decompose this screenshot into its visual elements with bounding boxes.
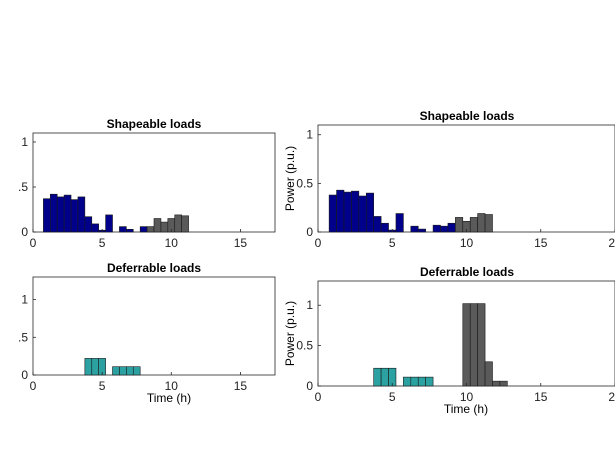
x-tick-label: 10 bbox=[165, 379, 179, 393]
x-tick-label: 0 bbox=[30, 379, 37, 393]
bar bbox=[373, 216, 382, 233]
bar bbox=[105, 214, 113, 233]
bar bbox=[49, 193, 58, 233]
y-tick-label: 0 bbox=[21, 225, 28, 239]
bar bbox=[425, 376, 434, 387]
x-tick-label: 5 bbox=[99, 379, 106, 393]
bar bbox=[126, 229, 134, 233]
bar bbox=[351, 190, 360, 233]
y-tick-label: 0 bbox=[306, 379, 313, 393]
bar bbox=[56, 196, 65, 233]
bar bbox=[410, 376, 419, 387]
x-axis-label: Time (h) bbox=[444, 402, 488, 416]
y-tick-label: 1 bbox=[306, 298, 313, 312]
bar bbox=[91, 223, 99, 233]
chart-left-bottom: 0 5 10 15 0 .5 1 Deferrable loads Time (h) bbox=[18, 261, 276, 405]
bar bbox=[63, 194, 72, 233]
x-tick-label: 0 bbox=[315, 390, 322, 404]
bar bbox=[380, 222, 389, 233]
bar bbox=[499, 380, 508, 387]
bar bbox=[477, 213, 486, 233]
bar bbox=[462, 303, 471, 387]
bar bbox=[181, 215, 189, 233]
bar bbox=[417, 376, 426, 387]
chart-title: Shapeable loads bbox=[107, 117, 202, 131]
bar bbox=[417, 228, 426, 233]
bar bbox=[112, 366, 120, 376]
bar bbox=[492, 380, 501, 387]
y-tick-label: 0.5 bbox=[296, 176, 313, 190]
x-tick-label: 5 bbox=[389, 390, 396, 404]
x-tick-label: 10 bbox=[460, 390, 474, 404]
bar bbox=[119, 226, 127, 233]
axes-box bbox=[32, 276, 276, 376]
bar bbox=[119, 366, 127, 376]
bar bbox=[132, 366, 141, 376]
bar bbox=[126, 366, 134, 376]
x-tick-label: 20 bbox=[608, 236, 615, 250]
bar bbox=[477, 303, 486, 387]
bar bbox=[43, 198, 51, 233]
bar bbox=[455, 217, 464, 233]
x-tick-label: 5 bbox=[389, 236, 396, 250]
bar bbox=[160, 221, 169, 233]
x-tick-label: 10 bbox=[165, 236, 179, 250]
x-axis-label: Time (h) bbox=[147, 391, 191, 405]
y-tick-label: 0 bbox=[21, 368, 28, 382]
chart-title: Deferrable loads bbox=[107, 261, 201, 275]
y-axis-label: Power (p.u.) bbox=[283, 301, 297, 366]
chart-right-top: 0 5 10 15 20 0 0.5 1 Shapeable loads Power (p.u.) bbox=[283, 109, 615, 250]
x-tick-label: 5 bbox=[99, 236, 106, 250]
bar bbox=[469, 303, 478, 387]
y-tick-label: 0.5 bbox=[296, 339, 313, 353]
bar bbox=[153, 218, 162, 233]
x-tick-label: 10 bbox=[460, 236, 474, 250]
bar bbox=[395, 213, 404, 233]
bar bbox=[484, 214, 493, 233]
bar bbox=[440, 225, 449, 233]
bar bbox=[146, 226, 155, 233]
bar bbox=[447, 222, 456, 233]
bar bbox=[174, 214, 182, 233]
bar bbox=[358, 195, 367, 233]
y-axis-label: Power (p.u.) bbox=[283, 146, 297, 211]
y-tick-label: 1 bbox=[306, 128, 313, 142]
bar bbox=[84, 216, 93, 233]
x-tick-label: 15 bbox=[534, 236, 548, 250]
bar bbox=[380, 367, 389, 387]
bar bbox=[484, 361, 493, 387]
x-tick-label: 20 bbox=[608, 390, 615, 404]
bar bbox=[336, 189, 345, 233]
x-tick-label: 0 bbox=[315, 236, 322, 250]
x-tick-label: 15 bbox=[534, 390, 548, 404]
x-tick-label: 15 bbox=[234, 236, 248, 250]
bar bbox=[84, 358, 93, 376]
bar bbox=[77, 196, 86, 233]
bar bbox=[410, 225, 419, 233]
chart-title: Deferrable loads bbox=[420, 265, 514, 279]
x-tick-label: 15 bbox=[234, 379, 248, 393]
bar bbox=[403, 376, 412, 387]
y-tick-label: 0 bbox=[306, 225, 313, 239]
bar bbox=[328, 194, 337, 233]
bar bbox=[70, 199, 79, 233]
y-tick-label: 1 bbox=[21, 135, 28, 149]
bar bbox=[432, 224, 441, 233]
y-tick-label: .5 bbox=[18, 180, 28, 194]
bar bbox=[343, 191, 352, 233]
chart-right-bottom: 0 5 10 15 20 0 0.5 1 Deferrable loads Time (h) Pow… bbox=[283, 265, 615, 416]
bar bbox=[91, 358, 99, 376]
bar bbox=[139, 226, 148, 233]
bar bbox=[373, 367, 382, 387]
bar bbox=[365, 192, 374, 233]
y-tick-label: .5 bbox=[18, 330, 28, 344]
chart-left-top: 0 5 10 15 0 .5 1 Shapeable loads bbox=[18, 117, 276, 250]
y-tick-label: 1 bbox=[21, 293, 28, 307]
chart-title: Shapeable loads bbox=[420, 109, 515, 123]
x-tick-label: 0 bbox=[30, 236, 37, 250]
bar bbox=[469, 217, 478, 233]
